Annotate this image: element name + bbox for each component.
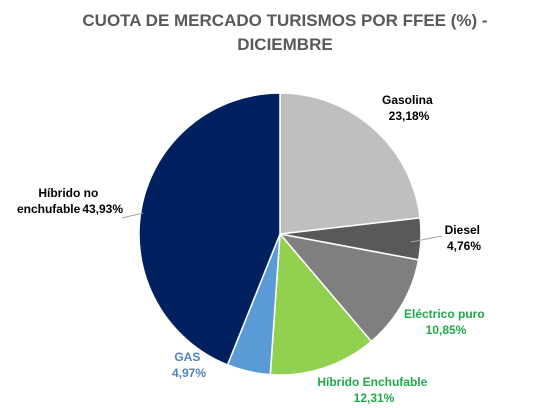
leader-line-hibrido-no-enchufable — [121, 212, 144, 219]
label-gas-name: GAS — [174, 350, 200, 364]
leader-line-diesel — [410, 235, 443, 243]
label-electrico-puro-name: Eléctrico puro — [404, 307, 485, 321]
label-hibrido-enchufable: Híbrido Enchufable 12,31% — [317, 375, 430, 405]
label-hibrido-no-enchufable-line-2: enchufable — [17, 202, 81, 216]
label-gasolina-value: 23,18% — [389, 109, 430, 123]
pie-slice-hibrido-enchufable — [269, 232, 373, 376]
label-electrico-puro-value: 10,85% — [426, 323, 467, 337]
pie-slice-hibrido-no-enchufable — [138, 92, 281, 366]
pie-slices — [138, 92, 422, 376]
leader-lines — [121, 212, 443, 243]
chart-title-line-1: CUOTA DE MERCADO TURISMOS POR FFEE (%) - — [82, 11, 487, 30]
label-diesel-value: 4,76% — [447, 239, 481, 253]
label-gasolina: Gasolina 23,18% — [382, 93, 436, 123]
label-hibrido-no-enchufable-value: 43,93% — [82, 202, 123, 216]
label-hibrido-enchufable-value: 12,31% — [354, 391, 395, 405]
label-hibrido-no-enchufable-line-1: Híbrido no — [38, 186, 98, 200]
label-hibrido-no-enchufable: Híbrido no enchufable 43,93% — [17, 186, 123, 216]
pie-slice-electrico-puro — [278, 232, 420, 343]
label-gas: GAS 4,97% — [172, 350, 206, 380]
label-diesel: Diesel 4,76% — [445, 223, 484, 253]
label-gas-value: 4,97% — [172, 366, 206, 380]
chart-title-line-2: DICIEMBRE — [237, 35, 332, 54]
label-hibrido-enchufable-name: Híbrido Enchufable — [317, 375, 427, 389]
label-electrico-puro: Eléctrico puro 10,85% — [404, 307, 488, 337]
label-gasolina-name: Gasolina — [382, 93, 433, 107]
label-diesel-name: Diesel — [445, 223, 480, 237]
pie-slice-gasolina — [279, 92, 421, 235]
